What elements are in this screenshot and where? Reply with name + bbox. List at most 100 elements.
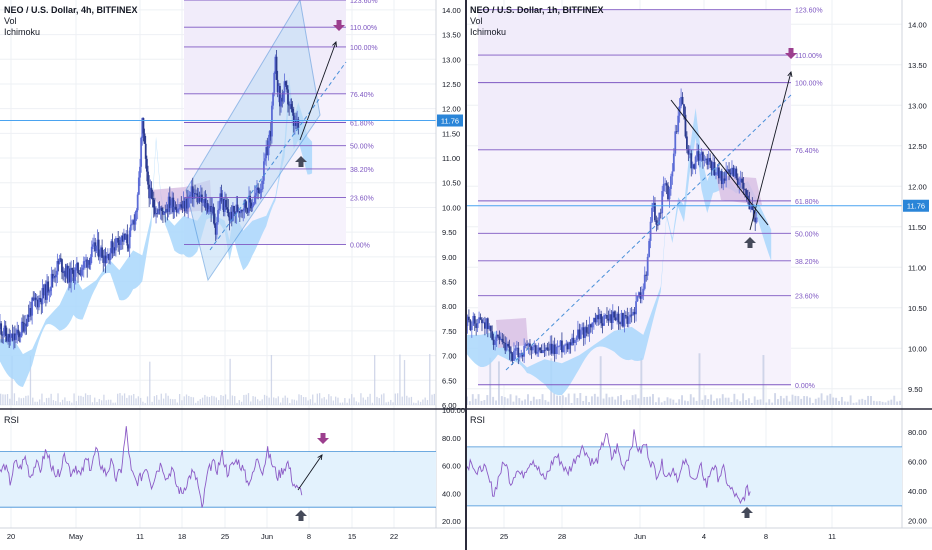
volume-bar	[742, 393, 745, 405]
candle-body	[108, 253, 110, 261]
volume-bar	[733, 393, 736, 405]
volume-bar	[16, 401, 18, 405]
candle-body	[186, 198, 188, 209]
volume-bar	[471, 394, 474, 405]
volume-bar	[593, 393, 596, 405]
candle-body	[125, 234, 128, 240]
candle-body	[27, 314, 30, 317]
candle-body	[563, 345, 566, 347]
candle-body	[141, 118, 144, 138]
candle-body	[87, 260, 90, 268]
candle-body	[523, 346, 526, 357]
volume-bar	[376, 396, 378, 405]
candle-body	[229, 211, 232, 221]
candle-body	[204, 198, 207, 208]
volume-bar	[881, 401, 884, 405]
pane-divider[interactable]	[465, 0, 467, 550]
volume-bar	[78, 395, 80, 405]
volume-bar	[715, 398, 718, 405]
candle-body	[279, 86, 281, 107]
volume-bar	[599, 356, 602, 405]
candle-body	[217, 210, 219, 223]
candle-body	[55, 274, 58, 278]
candle-body	[57, 261, 60, 264]
volume-bar	[348, 398, 351, 405]
candle-body	[262, 161, 265, 181]
candle-body	[219, 193, 222, 209]
time-axis-label: 20	[7, 532, 15, 541]
candle-body	[282, 92, 285, 102]
volume-bar	[890, 399, 893, 405]
right-legend-vol: Vol	[470, 16, 483, 26]
price-badge	[437, 114, 463, 127]
volume-bar	[634, 394, 637, 405]
volume-bar	[811, 402, 814, 405]
rsi-line	[0, 426, 303, 508]
time-axis-label: 25	[500, 532, 508, 541]
candle-body	[681, 96, 684, 105]
rsi-axis-label: 80.00	[908, 428, 927, 437]
volume-bar	[500, 396, 503, 405]
volume-bar	[637, 398, 640, 405]
volume-bar	[172, 399, 174, 405]
candle-body	[547, 349, 550, 351]
candle-body	[665, 183, 668, 186]
candle-body	[189, 194, 192, 197]
volume-bar	[529, 400, 532, 405]
candle-body	[521, 353, 524, 357]
candle-body	[697, 151, 700, 161]
volume-bar	[362, 397, 364, 405]
candle-body	[566, 343, 569, 350]
price-axis-label: 6.00	[442, 401, 457, 410]
left-chart-svg[interactable]: 0.00% 23.60% 38.20% 50.00% 61.80% 76.40% 100.0…	[0, 0, 466, 550]
candle-body	[207, 209, 210, 212]
volume-bar	[277, 396, 279, 405]
candle-body	[751, 205, 754, 211]
volume-bar	[721, 394, 724, 405]
left-chart-pane[interactable]: 0.00% 23.60% 38.20% 50.00% 61.80% 76.40% 100.0…	[0, 0, 466, 550]
price-badge-label: 11.76	[441, 117, 459, 126]
time-axis-label: 18	[178, 532, 186, 541]
candle-body	[23, 322, 25, 332]
candle-body	[56, 261, 59, 275]
candle-body	[94, 242, 97, 252]
candle-body	[281, 97, 284, 102]
candle-body	[614, 317, 617, 321]
candle-body	[65, 265, 68, 277]
candle-body	[61, 259, 63, 273]
volume-bar	[87, 395, 89, 405]
candle-body	[661, 191, 664, 214]
candle-body	[218, 208, 221, 211]
candle-body	[558, 346, 560, 348]
candle-body	[485, 318, 488, 329]
right-chart-pane[interactable]: 0.00% 23.60% 38.20% 50.00% 61.80% 76.40% 100.0…	[466, 0, 932, 550]
candle-body	[178, 208, 180, 210]
volume-bar	[570, 402, 573, 405]
candle-body	[210, 205, 213, 212]
volume-bar	[392, 402, 394, 405]
fib-level-label: 110.00%	[795, 53, 822, 60]
candle-body	[598, 314, 601, 320]
candle-body	[712, 162, 714, 171]
candle-body	[90, 246, 93, 257]
volume-bar	[298, 394, 300, 405]
fib-level-label: 123.60%	[795, 8, 823, 15]
volume-bar	[666, 397, 669, 405]
right-chart-svg[interactable]: 0.00% 23.60% 38.20% 50.00% 61.80% 76.40% 100.0…	[466, 0, 932, 550]
volume-bar	[495, 400, 497, 405]
volume-bar	[192, 397, 195, 405]
candle-body	[726, 169, 729, 171]
volume-bar	[646, 396, 649, 405]
volume-bar	[146, 396, 149, 405]
volume-bar	[468, 401, 471, 405]
candle-body	[542, 350, 544, 354]
volume-bar	[169, 398, 172, 405]
candle-body	[233, 205, 235, 212]
volume-bar	[183, 396, 185, 405]
volume-bar	[100, 400, 103, 405]
price-axis-label: 11.50	[908, 223, 926, 232]
volume-bar	[185, 394, 188, 405]
volume-bar	[768, 399, 771, 405]
candle-body	[495, 334, 498, 341]
candle-body	[97, 239, 100, 258]
